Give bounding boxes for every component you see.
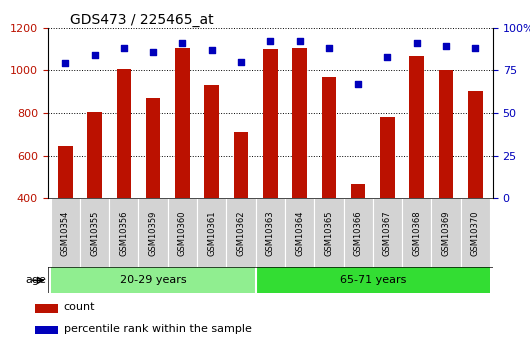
Bar [322, 77, 336, 198]
Text: GSM10362: GSM10362 [236, 210, 245, 256]
Bar [255, 267, 490, 293]
Bar [343, 198, 373, 267]
Text: GSM10370: GSM10370 [471, 210, 480, 256]
Bar [117, 69, 131, 198]
Bar [431, 198, 461, 267]
Text: 65-71 years: 65-71 years [340, 275, 406, 285]
Text: GSM10361: GSM10361 [207, 210, 216, 256]
Point [237, 59, 245, 65]
Text: GSM10355: GSM10355 [90, 210, 99, 256]
Bar [51, 267, 255, 293]
Text: GDS473 / 225465_at: GDS473 / 225465_at [70, 12, 214, 27]
Point [383, 54, 392, 59]
Bar [138, 198, 168, 267]
Bar [51, 198, 80, 267]
Bar [109, 198, 138, 267]
Point [61, 61, 69, 66]
Bar [35, 304, 58, 313]
Text: 20-29 years: 20-29 years [120, 275, 187, 285]
Point [120, 45, 128, 51]
Point [90, 52, 99, 58]
Bar [226, 198, 255, 267]
Point [354, 81, 363, 87]
Bar [87, 112, 102, 198]
Point [471, 45, 480, 51]
Point [266, 39, 275, 44]
Bar [439, 70, 453, 198]
Bar [234, 132, 249, 198]
Bar [314, 198, 343, 267]
Text: GSM10369: GSM10369 [441, 210, 450, 256]
Bar [461, 198, 490, 267]
Bar [80, 198, 109, 267]
Bar [175, 48, 190, 198]
Point [325, 45, 333, 51]
Text: GSM10365: GSM10365 [324, 210, 333, 256]
Bar [35, 326, 58, 334]
Point [178, 40, 187, 46]
Bar [58, 146, 73, 198]
Text: GSM10363: GSM10363 [266, 210, 275, 256]
Bar [146, 98, 161, 198]
Point [442, 43, 450, 49]
Text: GSM10367: GSM10367 [383, 210, 392, 256]
Bar [285, 198, 314, 267]
Bar [292, 48, 307, 198]
Point [412, 40, 421, 46]
Bar [410, 57, 424, 198]
Bar [380, 117, 395, 198]
Bar [402, 198, 431, 267]
Point [149, 49, 157, 54]
Text: count: count [64, 302, 95, 312]
Text: GSM10360: GSM10360 [178, 210, 187, 256]
Text: GSM10356: GSM10356 [119, 210, 128, 256]
Text: GSM10368: GSM10368 [412, 210, 421, 256]
Bar [255, 198, 285, 267]
Bar [351, 185, 366, 198]
Bar [263, 49, 278, 198]
Bar [373, 198, 402, 267]
Bar [168, 198, 197, 267]
Text: GSM10354: GSM10354 [61, 210, 70, 256]
Bar [468, 91, 483, 198]
Text: GSM10366: GSM10366 [354, 210, 363, 256]
Point [295, 39, 304, 44]
Text: GSM10359: GSM10359 [148, 210, 157, 256]
Bar [205, 85, 219, 198]
Bar [197, 198, 226, 267]
Text: age: age [25, 275, 46, 285]
Text: percentile rank within the sample: percentile rank within the sample [64, 324, 251, 334]
Text: GSM10364: GSM10364 [295, 210, 304, 256]
Point [207, 47, 216, 52]
